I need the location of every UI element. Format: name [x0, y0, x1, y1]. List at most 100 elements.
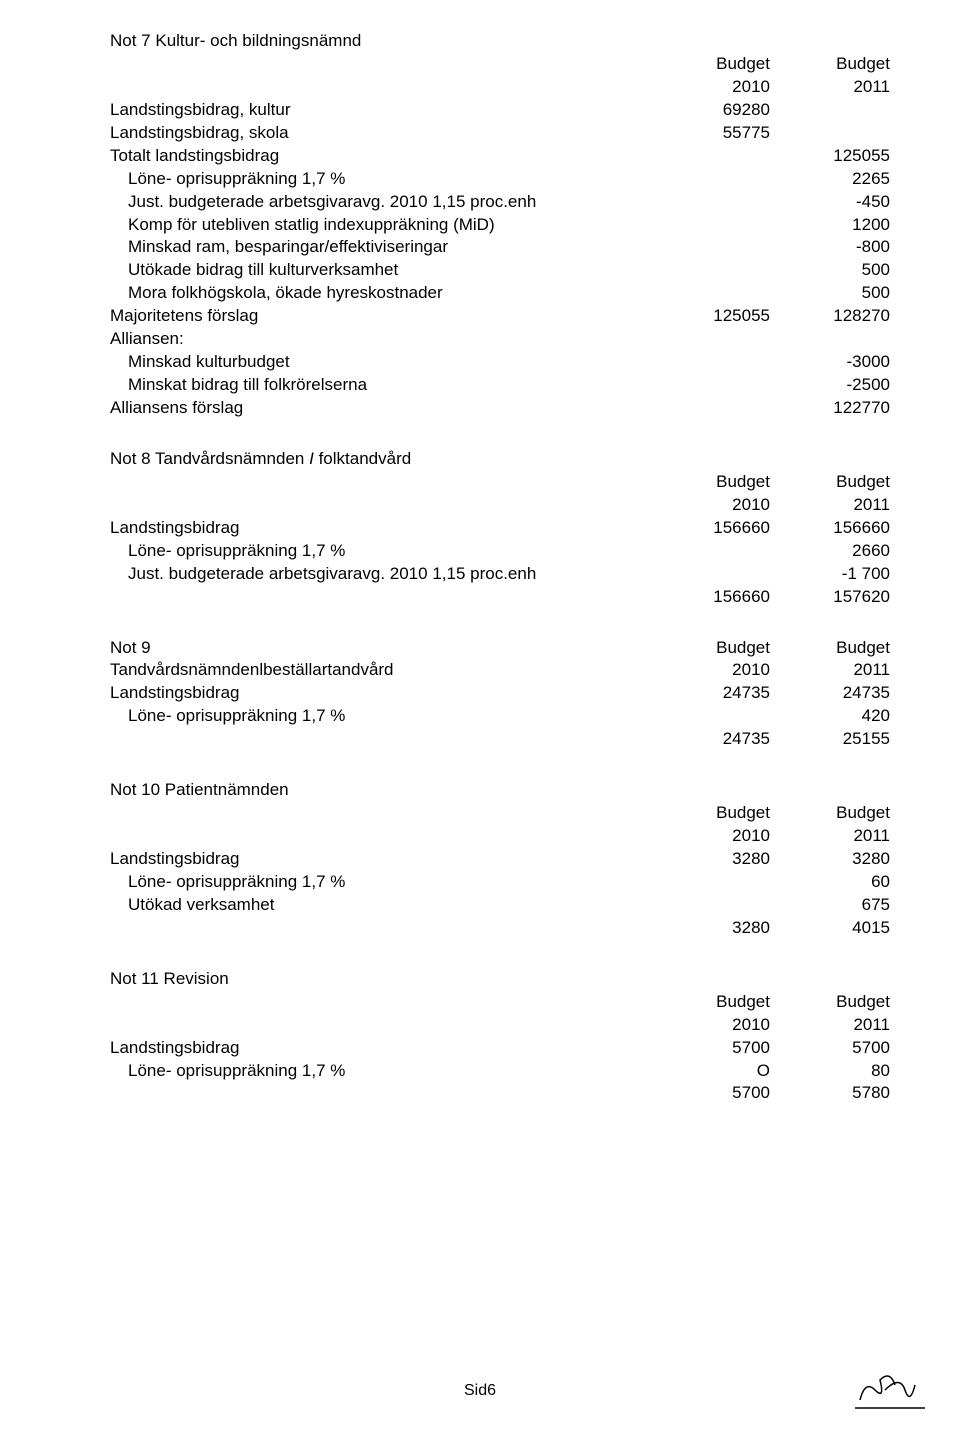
- row-value-2: -2500: [770, 374, 890, 397]
- table-row: Utökad verksamhet 675: [110, 894, 890, 917]
- not9-section: Not 9 Budget Budget Tandvårdsnämndenlbes…: [110, 637, 890, 752]
- row-value-2: -800: [770, 236, 890, 259]
- row-label: Mora folkhögskola, ökade hyreskostnader: [110, 282, 650, 305]
- not8-rows: Landstingsbidrag156660156660Löne- oprisu…: [110, 517, 890, 609]
- row-value-2: 4015: [770, 917, 890, 940]
- row-label: Minskad kulturbudget: [110, 351, 650, 374]
- table-row: Just. budgeterade arbetsgivaravg. 2010 1…: [110, 191, 890, 214]
- table-row: Utökade bidrag till kulturverksamhet500: [110, 259, 890, 282]
- not9-label1: Not 9: [110, 637, 650, 660]
- table-row: Landstingsbidrag156660156660: [110, 517, 890, 540]
- table-row: Löne- oprisuppräkning 1,7 %2660: [110, 540, 890, 563]
- table-row: Totalt landstingsbidrag125055: [110, 145, 890, 168]
- row-label: Minskat bidrag till folkrörelserna: [110, 374, 650, 397]
- not11-header2: 2010 2011: [110, 1014, 890, 1037]
- header-budget: Budget: [770, 991, 890, 1014]
- header-budget: Budget: [770, 471, 890, 494]
- row-value-2: -450: [770, 191, 890, 214]
- header-year1: 2010: [650, 1014, 770, 1037]
- row-value-2: 157620: [770, 586, 890, 609]
- not11-section: Not 11 Revision Budget Budget 2010 2011 …: [110, 968, 890, 1106]
- row-value-1: 5700: [650, 1037, 770, 1060]
- row-label: Löne- oprisuppräkning 1,7 %: [110, 540, 650, 563]
- not11-title: Not 11 Revision: [110, 968, 890, 991]
- row-value-2: -3000: [770, 351, 890, 374]
- not11-title-row: Not 11 Revision: [110, 968, 890, 991]
- row-value-2: 1200: [770, 214, 890, 237]
- row-value-2: 675: [770, 894, 890, 917]
- header-budget: Budget: [650, 991, 770, 1014]
- row-value-2: 60: [770, 871, 890, 894]
- not8-header2: 2010 2011: [110, 494, 890, 517]
- row-label: Landstingsbidrag: [110, 517, 650, 540]
- header-year2: 2011: [770, 1014, 890, 1037]
- row-value-2: 500: [770, 259, 890, 282]
- row-value-1: 156660: [650, 517, 770, 540]
- row-label: Landstingsbidrag, skola: [110, 122, 650, 145]
- row-label: Majoritetens förslag: [110, 305, 650, 328]
- header-year1: 2010: [650, 825, 770, 848]
- table-row: 2473525155: [110, 728, 890, 751]
- row-label: Landstingsbidrag: [110, 848, 650, 871]
- table-row: Minskad ram, besparingar/effektivisering…: [110, 236, 890, 259]
- row-label: Komp för utebliven statlig indexuppräkni…: [110, 214, 650, 237]
- signature-icon: [850, 1360, 930, 1422]
- table-row: Alliansen:: [110, 328, 890, 351]
- row-label: Löne- oprisuppräkning 1,7 %: [110, 705, 650, 728]
- not7-rows: Landstingsbidrag, kultur69280Landstingsb…: [110, 99, 890, 420]
- page-footer: Sid6: [0, 1380, 960, 1402]
- row-label: Utökad verksamhet: [110, 894, 650, 917]
- row-value-1: 3280: [650, 848, 770, 871]
- table-row: Minskad kulturbudget -3000: [110, 351, 890, 374]
- row-value-2: 420: [770, 705, 890, 728]
- not10-header2: 2010 2011: [110, 825, 890, 848]
- not7-header2: 2010 2011: [110, 76, 890, 99]
- table-row: Löne- oprisuppräkning 1,7 %2265: [110, 168, 890, 191]
- header-year2: 2011: [770, 494, 890, 517]
- header-year2: 2011: [770, 825, 890, 848]
- row-label: Löne- oprisuppräkning 1,7 %: [110, 1060, 650, 1083]
- row-value-1: 5700: [650, 1082, 770, 1105]
- not8-header1: Budget Budget: [110, 471, 890, 494]
- row-value-2: 3280: [770, 848, 890, 871]
- row-label: Landstingsbidrag, kultur: [110, 99, 650, 122]
- not10-rows: Landstingsbidrag32803280Löne- oprisupprä…: [110, 848, 890, 940]
- not7-title-row: Not 7 Kultur- och bildningsnämnd: [110, 30, 890, 53]
- row-value-1: 69280: [650, 99, 770, 122]
- table-row: Majoritetens förslag125055128270: [110, 305, 890, 328]
- row-label: Totalt landstingsbidrag: [110, 145, 650, 168]
- row-value-2: -1 700: [770, 563, 890, 586]
- not9-line2: Tandvårdsnämndenlbeställartandvård 2010 …: [110, 659, 890, 682]
- row-value-1: 156660: [650, 586, 770, 609]
- header-budget: Budget: [650, 802, 770, 825]
- not8-title-row: Not 8 Tandvårdsnämnden I folktandvård: [110, 448, 890, 471]
- row-value-2: 5780: [770, 1082, 890, 1105]
- row-value-1: 24735: [650, 728, 770, 751]
- row-label: Just. budgeterade arbetsgivaravg. 2010 1…: [110, 563, 650, 586]
- not7-header1: Budget Budget: [110, 53, 890, 76]
- table-row: Löne- oprisuppräkning 1,7 % 60: [110, 871, 890, 894]
- not8-title-a: Not 8 Tandvårdsnämnden: [110, 449, 309, 468]
- row-value-2: 122770: [770, 397, 890, 420]
- row-value-2: 5700: [770, 1037, 890, 1060]
- header-budget: Budget: [770, 53, 890, 76]
- table-row: Landstingsbidrag, kultur69280: [110, 99, 890, 122]
- header-budget: Budget: [650, 53, 770, 76]
- row-label: Landstingsbidrag: [110, 1037, 650, 1060]
- row-label: Just. budgeterade arbetsgivaravg. 2010 1…: [110, 191, 650, 214]
- row-label: Alliansen:: [110, 328, 650, 351]
- row-value-1: O: [650, 1060, 770, 1083]
- header-year1: 2010: [650, 76, 770, 99]
- row-label: Alliansens förslag: [110, 397, 650, 420]
- header-year2: 2011: [770, 76, 890, 99]
- table-row: 32804015: [110, 917, 890, 940]
- not10-header1: Budget Budget: [110, 802, 890, 825]
- row-value-2: 24735: [770, 682, 890, 705]
- not10-title: Not 10 Patientnämnden: [110, 779, 890, 802]
- table-row: 156660157620: [110, 586, 890, 609]
- row-value-2: 156660: [770, 517, 890, 540]
- header-budget: Budget: [650, 637, 770, 660]
- not9-line1: Not 9 Budget Budget: [110, 637, 890, 660]
- row-value-2: 2265: [770, 168, 890, 191]
- row-label: Löne- oprisuppräkning 1,7 %: [110, 871, 650, 894]
